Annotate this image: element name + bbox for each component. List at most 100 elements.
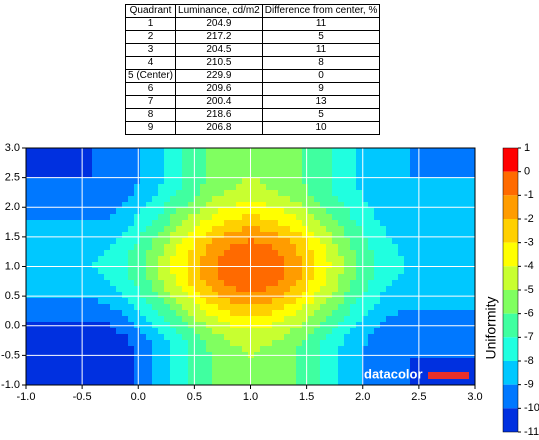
contour-cell [170, 334, 177, 341]
contour-cell [206, 232, 213, 239]
contour-cell [122, 370, 129, 377]
contour-cell [68, 304, 75, 311]
contour-cell [458, 328, 465, 335]
contour-cell [224, 274, 231, 281]
contour-cell [446, 376, 453, 383]
contour-cell [434, 382, 441, 386]
contour-cell [74, 166, 81, 173]
contour-cell [356, 190, 363, 197]
contour-cell [308, 292, 315, 299]
contour-cell [218, 376, 225, 383]
contour-cell [86, 202, 93, 209]
contour-cell [44, 286, 51, 293]
contour-cell [386, 358, 393, 365]
contour-cell [146, 346, 153, 353]
contour-cell [272, 166, 279, 173]
contour-cell [134, 358, 141, 365]
contour-cell [140, 316, 147, 323]
contour-cell [32, 172, 39, 179]
contour-cell [56, 310, 63, 317]
contour-cell [344, 286, 351, 293]
contour-cell [32, 298, 39, 305]
contour-cell [380, 316, 387, 323]
contour-cell [50, 160, 57, 167]
contour-cell [164, 304, 171, 311]
contour-cell [344, 202, 351, 209]
contour-cell [44, 280, 51, 287]
contour-cell [314, 160, 321, 167]
contour-cell [314, 208, 321, 215]
contour-cell [164, 358, 171, 365]
contour-cell [446, 334, 453, 341]
contour-cell [296, 154, 303, 161]
contour-cell [392, 364, 399, 371]
contour-cell [338, 250, 345, 257]
contour-cell [128, 346, 135, 353]
contour-cell [26, 364, 33, 371]
contour-cell [470, 364, 476, 371]
contour-cell [260, 274, 267, 281]
contour-cell [458, 280, 465, 287]
contour-cell [134, 238, 141, 245]
contour-cell [74, 304, 81, 311]
contour-cell [104, 292, 111, 299]
contour-cell [44, 244, 51, 251]
contour-cell [464, 226, 471, 233]
contour-cell [434, 232, 441, 239]
contour-cell [26, 346, 33, 353]
contour-cell [392, 190, 399, 197]
contour-cell [146, 304, 153, 311]
contour-cell [320, 370, 327, 377]
contour-cell [350, 250, 357, 257]
x-tick-label: 0.0 [131, 391, 146, 403]
contour-cell [122, 268, 129, 275]
contour-cell [218, 280, 225, 287]
contour-cell [236, 178, 243, 185]
contour-cell [86, 292, 93, 299]
contour-cell [242, 214, 249, 221]
contour-cell [200, 226, 207, 233]
contour-cell [128, 334, 135, 341]
contour-cell [110, 172, 117, 179]
contour-cell [404, 280, 411, 287]
contour-cell [446, 382, 453, 386]
contour-cell [98, 358, 105, 365]
contour-cell [266, 214, 273, 221]
contour-cell [296, 340, 303, 347]
contour-cell [464, 220, 471, 227]
contour-cell [68, 286, 75, 293]
contour-cell [440, 346, 447, 353]
contour-cell [380, 382, 387, 386]
contour-cell [284, 250, 291, 257]
contour-cell [386, 316, 393, 323]
contour-cell [206, 256, 213, 263]
contour-cell [470, 226, 476, 233]
contour-cell [422, 328, 429, 335]
contour-cell [134, 148, 141, 155]
contour-cell [362, 292, 369, 299]
cell: 206.8 [175, 121, 263, 135]
contour-cell [278, 244, 285, 251]
contour-cell [134, 340, 141, 347]
contour-cell [230, 292, 237, 299]
contour-cell [86, 226, 93, 233]
contour-cell [110, 316, 117, 323]
contour-cell [422, 268, 429, 275]
contour-cell [338, 292, 345, 299]
contour-cell [158, 316, 165, 323]
contour-cell [32, 316, 39, 323]
contour-cell [80, 166, 87, 173]
contour-cell [62, 310, 69, 317]
contour-cell [332, 286, 339, 293]
colorbar-band [503, 361, 518, 385]
contour-cell [68, 148, 75, 155]
contour-cell [362, 376, 369, 383]
contour-cell [200, 184, 207, 191]
contour-cell [380, 220, 387, 227]
contour-cell [452, 244, 459, 251]
contour-cell [86, 196, 93, 203]
contour-cell [158, 334, 165, 341]
contour-cell [308, 268, 315, 275]
contour-cell [260, 244, 267, 251]
contour-cell [50, 184, 57, 191]
